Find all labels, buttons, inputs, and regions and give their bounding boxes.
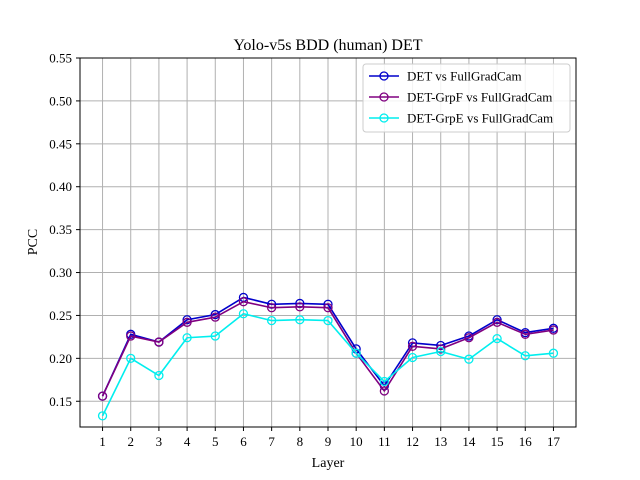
chart-title: Yolo-v5s BDD (human) DET bbox=[233, 37, 422, 54]
x-tick-label: 10 bbox=[350, 434, 363, 449]
x-tick-label: 12 bbox=[406, 434, 419, 449]
x-tick-label: 9 bbox=[325, 434, 332, 449]
data-point bbox=[154, 337, 164, 347]
x-tick-label: 3 bbox=[156, 434, 163, 449]
x-tick-label: 7 bbox=[268, 434, 275, 449]
data-point bbox=[351, 348, 361, 358]
axis-ticks: 1 2 3 4 5 6 7 8 9 10 11 12 13 14 15 16 170.150.200.250.3… bbox=[49, 51, 560, 450]
x-tick-label: 5 bbox=[212, 434, 219, 449]
y-tick-label: 0.50 bbox=[49, 93, 72, 108]
data-point bbox=[126, 331, 136, 341]
legend-entry: DET vs FullGradCam bbox=[369, 69, 522, 84]
x-tick-label: 14 bbox=[462, 434, 476, 449]
data-point bbox=[379, 376, 390, 387]
x-tick-label: 16 bbox=[519, 434, 533, 449]
series-group bbox=[97, 292, 559, 421]
data-point bbox=[379, 386, 390, 396]
legend-entry: DET-GrpF vs FullGradCam bbox=[369, 90, 552, 105]
data-point bbox=[210, 331, 220, 341]
y-tick-label: 0.45 bbox=[49, 136, 72, 151]
data-point bbox=[295, 302, 305, 312]
x-tick-label: 11 bbox=[378, 434, 391, 449]
data-point bbox=[436, 346, 446, 357]
legend-entry: DET-GrpE vs FullGradCam bbox=[369, 111, 553, 126]
series-3 bbox=[97, 309, 559, 421]
data-point bbox=[182, 333, 192, 343]
x-tick-label: 1 bbox=[99, 434, 106, 449]
y-tick-label: 0.40 bbox=[49, 179, 72, 194]
x-tick-label: 4 bbox=[184, 434, 191, 449]
legend-box bbox=[362, 63, 571, 133]
x-tick-label: 2 bbox=[127, 434, 134, 449]
y-tick-label: 0.55 bbox=[49, 51, 72, 66]
legend-marker bbox=[379, 71, 389, 81]
data-point bbox=[97, 411, 108, 421]
y-tick-label: 0.35 bbox=[49, 222, 72, 237]
x-tick-label: 15 bbox=[491, 434, 504, 449]
data-point bbox=[97, 391, 108, 401]
data-point bbox=[520, 329, 530, 339]
data-point bbox=[266, 303, 277, 313]
y-tick-label: 0.25 bbox=[49, 308, 72, 323]
data-point bbox=[126, 353, 136, 363]
data-point bbox=[266, 315, 277, 326]
data-point bbox=[238, 297, 249, 307]
data-point bbox=[323, 315, 333, 326]
data-point bbox=[548, 348, 559, 358]
data-point bbox=[492, 317, 502, 327]
legend-marker bbox=[379, 113, 389, 123]
y-tick-label: 0.15 bbox=[49, 394, 72, 409]
data-point bbox=[464, 333, 474, 343]
data-point bbox=[407, 352, 418, 363]
legend: DET vs FullGradCam DET-GrpF vs FullGradCa… bbox=[362, 63, 571, 133]
data-point bbox=[492, 333, 502, 344]
data-point bbox=[295, 315, 305, 325]
x-axis-label: Layer bbox=[312, 456, 345, 471]
data-point bbox=[407, 341, 418, 351]
legend-label: DET-GrpE vs FullGradCam bbox=[407, 111, 553, 126]
legend-marker bbox=[379, 92, 389, 102]
data-point bbox=[210, 312, 220, 322]
y-axis-label: PCC bbox=[26, 229, 41, 255]
legend-label: DET vs FullGradCam bbox=[407, 69, 522, 84]
data-point bbox=[464, 354, 474, 364]
legend-label: DET-GrpF vs FullGradCam bbox=[407, 90, 552, 105]
data-point bbox=[323, 303, 333, 313]
series-line bbox=[101, 312, 554, 417]
x-tick-label: 17 bbox=[547, 434, 561, 449]
data-point bbox=[238, 309, 249, 319]
series-2 bbox=[97, 297, 559, 401]
x-tick-label: 6 bbox=[240, 434, 247, 449]
y-tick-label: 0.30 bbox=[49, 265, 72, 280]
data-point bbox=[436, 344, 446, 354]
data-point bbox=[154, 370, 164, 381]
data-point bbox=[182, 315, 192, 325]
data-point bbox=[548, 325, 559, 335]
series-line bbox=[101, 300, 554, 397]
data-point bbox=[492, 315, 502, 325]
data-point bbox=[520, 351, 530, 361]
data-point bbox=[182, 317, 192, 327]
x-tick-label: 13 bbox=[434, 434, 447, 449]
y-tick-label: 0.20 bbox=[49, 351, 72, 366]
x-tick-label: 8 bbox=[297, 434, 304, 449]
